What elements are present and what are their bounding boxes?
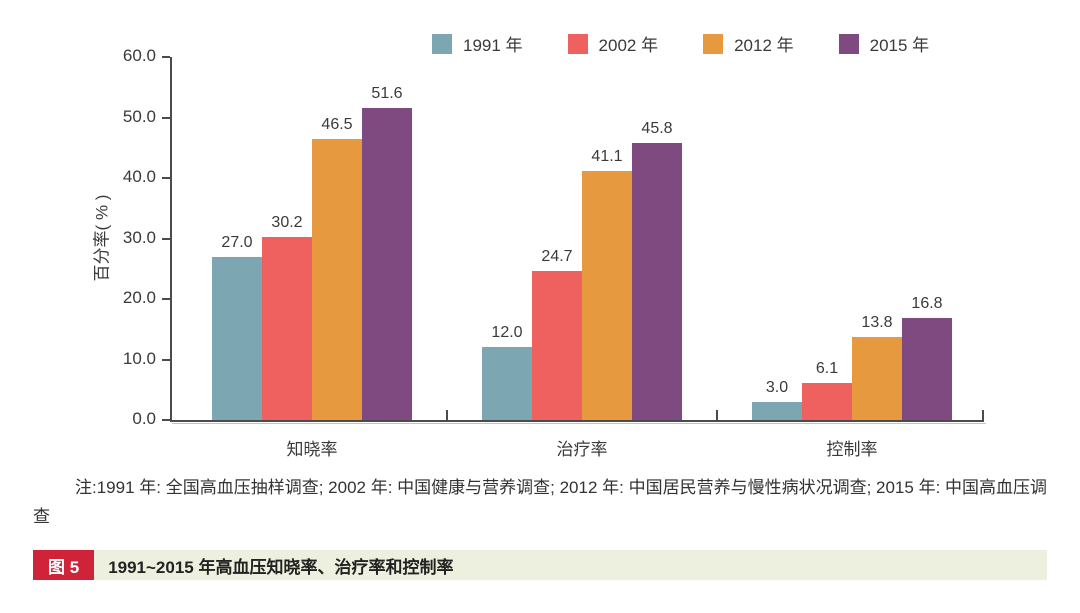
y-tick-mark — [162, 358, 170, 361]
bar-value-label: 30.2 — [271, 214, 303, 232]
bar-group: 12.0 24.7 41.1 45.8 治疗率 — [482, 57, 682, 459]
x-axis-divider-tick — [716, 410, 718, 420]
legend-label: 1991 年 — [463, 36, 523, 55]
bar-value-label: 41.1 — [591, 148, 623, 166]
figure-caption-text: 1991~2015 年高血压知晓率、治疗率和控制率 — [108, 557, 454, 577]
bar — [362, 107, 412, 420]
bar — [212, 256, 262, 420]
y-tick-mark — [162, 298, 170, 301]
legend-item: 2015 年 — [838, 31, 930, 56]
y-tick-mark — [162, 177, 170, 180]
y-tick-label: 30.0 — [122, 227, 156, 247]
bar-value-label: 46.5 — [321, 115, 353, 133]
bar-value-label: 16.8 — [911, 295, 943, 313]
bar — [852, 336, 902, 420]
chart-legend: 1991 年 2002 年 2012 年 2015 年 — [432, 31, 929, 56]
bar-slot: 30.2 — [262, 57, 312, 420]
y-tick-mark — [162, 237, 170, 240]
legend-swatch — [838, 33, 859, 54]
bar-slot: 3.0 — [752, 57, 802, 420]
y-tick-label: 60.0 — [122, 46, 156, 65]
bar — [582, 171, 632, 420]
x-axis-end-tick — [982, 410, 984, 420]
bar — [802, 383, 852, 420]
bar-slot: 41.1 — [582, 57, 632, 420]
legend-item: 2002 年 — [567, 31, 659, 56]
bar-slot: 45.8 — [632, 57, 682, 420]
bar-slot: 24.7 — [532, 57, 582, 420]
category-label: 治疗率 — [556, 440, 608, 459]
category-label: 控制率 — [826, 440, 878, 459]
bar — [632, 142, 682, 420]
y-tick-mark — [162, 56, 170, 58]
bar — [262, 237, 312, 420]
bar-slot: 27.0 — [212, 57, 262, 420]
figure-note: 注:1991 年: 全国高血压抽样调查; 2002 年: 中国健康与营养调查; … — [33, 478, 1048, 526]
legend-label: 2012 年 — [734, 36, 794, 55]
plot-area: 0.0 10.0 20.0 30.0 40.0 50.0 60.0 27.0 30.2 46.5 5… — [123, 47, 986, 459]
bar-group: 3.0 6.1 13.8 16.8 控制率 — [752, 57, 952, 459]
y-tick-mark — [162, 116, 170, 119]
figure-number-badge: 图 5 — [33, 550, 95, 580]
bar-slot: 13.8 — [852, 57, 902, 420]
bar-value-label: 13.8 — [861, 313, 893, 331]
bar-value-label: 12.0 — [491, 324, 523, 342]
bar-value-label: 45.8 — [641, 119, 673, 137]
bar — [902, 318, 952, 420]
bar-slot: 51.6 — [362, 57, 412, 420]
bar-value-label: 6.1 — [815, 360, 839, 378]
legend-item: 1991 年 — [432, 31, 523, 56]
y-tick-label: 10.0 — [122, 348, 156, 368]
bar — [312, 138, 362, 420]
bar-slot: 46.5 — [312, 57, 362, 420]
y-tick-label: 0.0 — [132, 409, 156, 428]
y-tick-label: 20.0 — [122, 288, 156, 308]
legend-swatch — [567, 33, 588, 54]
bar — [752, 401, 802, 420]
legend-item: 2012 年 — [703, 31, 794, 56]
legend-label: 2002 年 — [598, 36, 659, 55]
bar-value-label: 51.6 — [371, 84, 403, 102]
legend-swatch — [703, 33, 724, 54]
bar — [482, 347, 532, 420]
bar-slot: 16.8 — [902, 57, 952, 420]
category-label: 知晓率 — [286, 440, 338, 459]
bar — [532, 270, 582, 420]
legend-swatch — [432, 33, 452, 54]
bar-value-label: 27.0 — [221, 233, 253, 251]
x-axis-divider-tick — [446, 410, 448, 420]
y-tick-mark — [162, 419, 170, 421]
figure-caption-bar: 图 5 1991~2015 年高血压知晓率、治疗率和控制率 — [33, 550, 1047, 580]
bar-group: 27.0 30.2 46.5 51.6 知晓率 — [212, 57, 412, 459]
bar-value-label: 24.7 — [541, 247, 573, 265]
y-tick-label: 40.0 — [122, 167, 156, 187]
y-tick-label: 50.0 — [122, 106, 156, 126]
bar-slot: 12.0 — [482, 57, 532, 420]
legend-label: 2015 年 — [869, 36, 930, 55]
bar-value-label: 3.0 — [765, 378, 789, 396]
bar-slot: 6.1 — [802, 57, 852, 420]
